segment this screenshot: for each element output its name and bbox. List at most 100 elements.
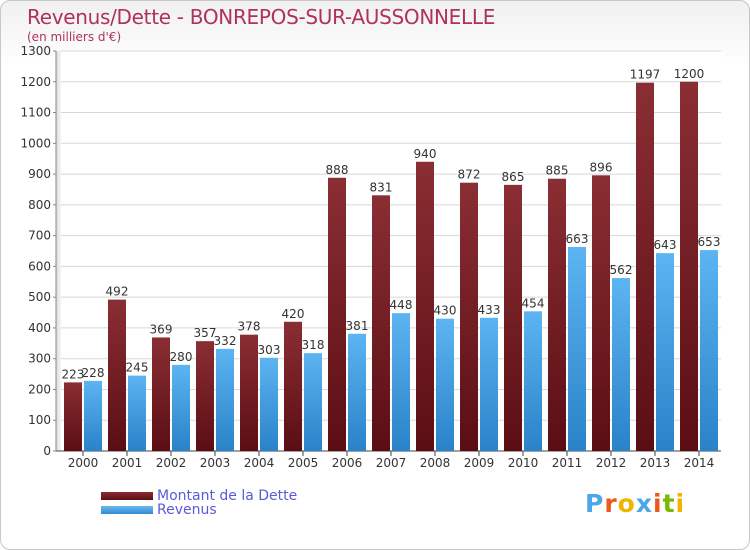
bar-revenus <box>524 311 542 451</box>
y-tick-label: 100 <box>28 413 51 427</box>
y-tick-label: 400 <box>28 321 51 335</box>
x-tick-label: 2000 <box>68 456 99 470</box>
legend-swatch-dette <box>101 492 153 500</box>
data-label-revenus: 663 <box>566 232 589 246</box>
data-label-dette: 831 <box>370 180 393 194</box>
x-tick-label: 2008 <box>420 456 451 470</box>
logo-letter: i <box>653 489 663 518</box>
data-label-revenus: 433 <box>478 303 501 317</box>
y-tick-label: 1100 <box>20 106 51 120</box>
bar-revenus <box>568 247 586 451</box>
y-tick-label: 1000 <box>20 136 51 150</box>
bar-revenus <box>700 250 718 451</box>
x-tick-label: 2003 <box>200 456 231 470</box>
bar-dette <box>152 337 170 451</box>
data-label-revenus: 643 <box>654 238 677 252</box>
bar-revenus <box>348 333 366 451</box>
y-tick-label: 900 <box>28 167 51 181</box>
data-label-revenus: 303 <box>258 343 281 357</box>
x-tick-label: 2002 <box>156 456 187 470</box>
logo-letter: t <box>662 489 676 518</box>
bar-dette <box>548 178 566 451</box>
bar-dette <box>636 82 654 451</box>
bar-revenus <box>480 317 498 451</box>
data-label-dette: 420 <box>282 307 305 321</box>
x-tick-label: 2006 <box>332 456 363 470</box>
data-label-revenus: 280 <box>170 350 193 364</box>
y-tick-label: 700 <box>28 229 51 243</box>
x-tick-label: 2005 <box>288 456 319 470</box>
bar-revenus <box>612 278 630 451</box>
bar-dette <box>680 81 698 452</box>
plot-area <box>61 51 721 451</box>
bar-revenus <box>172 364 190 451</box>
chart-subtitle: (en milliers d'€) <box>27 30 122 44</box>
bar-dette <box>196 341 214 451</box>
data-label-revenus: 448 <box>390 298 413 312</box>
bar-dette <box>328 177 346 451</box>
data-label-dette: 492 <box>106 285 129 299</box>
bar-dette <box>592 175 610 452</box>
x-tick-label: 2001 <box>112 456 143 470</box>
proxiti-logo: Proxiti <box>585 489 685 518</box>
legend-label-dette: Montant de la Dette <box>157 488 298 504</box>
logo-letter: P <box>585 489 605 518</box>
x-tick-label: 2014 <box>684 456 715 470</box>
data-label-revenus: 454 <box>522 296 545 310</box>
y-tick-label: 1300 <box>20 44 51 58</box>
logo-letter: o <box>617 489 636 518</box>
data-label-dette: 223 <box>62 367 85 381</box>
bar-dette <box>284 321 302 451</box>
data-label-revenus: 653 <box>698 235 721 249</box>
logo-letter: x <box>635 489 653 518</box>
data-label-revenus: 430 <box>434 304 457 318</box>
legend-label-revenus: Revenus <box>157 502 217 518</box>
data-label-dette: 888 <box>326 163 349 177</box>
data-label-dette: 378 <box>238 320 261 334</box>
legend-item-revenus: Revenus <box>101 502 217 518</box>
bar-revenus <box>216 348 234 451</box>
legend-swatch-revenus <box>101 506 153 514</box>
data-label-dette: 896 <box>590 160 613 174</box>
data-label-revenus: 332 <box>214 334 237 348</box>
bar-dette <box>372 195 390 451</box>
bar-dette <box>108 299 126 451</box>
data-label-dette: 1200 <box>674 67 705 81</box>
plot-left-wall <box>56 51 61 451</box>
y-tick-label: 0 <box>43 444 51 458</box>
logo-letter: r <box>604 489 618 518</box>
data-label-dette: 369 <box>150 322 173 336</box>
bar-revenus <box>304 353 322 451</box>
data-label-dette: 885 <box>546 164 569 178</box>
data-label-dette: 872 <box>458 168 481 182</box>
y-tick-label: 600 <box>28 259 51 273</box>
y-tick-label: 1200 <box>20 75 51 89</box>
logo-letter: i <box>675 489 686 518</box>
y-tick-label: 500 <box>28 290 51 304</box>
x-tick-label: 2004 <box>244 456 275 470</box>
x-tick-label: 2012 <box>596 456 627 470</box>
chart-title: Revenus/Dette - BONREPOS-SUR-AUSSONNELLE <box>27 5 496 29</box>
legend-item-dette: Montant de la Dette <box>101 488 298 504</box>
data-label-revenus: 381 <box>346 319 369 333</box>
x-tick-label: 2010 <box>508 456 539 470</box>
y-tick-label: 200 <box>28 382 51 396</box>
bar-revenus <box>84 380 102 451</box>
data-label-revenus: 562 <box>610 263 633 277</box>
bar-revenus <box>656 253 674 451</box>
data-label-dette: 1197 <box>630 68 661 82</box>
bar-revenus <box>260 357 278 451</box>
bar-dette <box>460 182 478 451</box>
bar-revenus <box>436 318 454 451</box>
x-tick-label: 2007 <box>376 456 407 470</box>
data-label-dette: 865 <box>502 170 525 184</box>
data-label-dette: 940 <box>414 147 437 161</box>
bar-dette <box>504 184 522 451</box>
bar-revenus <box>128 375 146 451</box>
bar-revenus <box>392 313 410 451</box>
x-tick-label: 2013 <box>640 456 671 470</box>
bar-dette <box>240 334 258 451</box>
bar-dette <box>416 161 434 451</box>
